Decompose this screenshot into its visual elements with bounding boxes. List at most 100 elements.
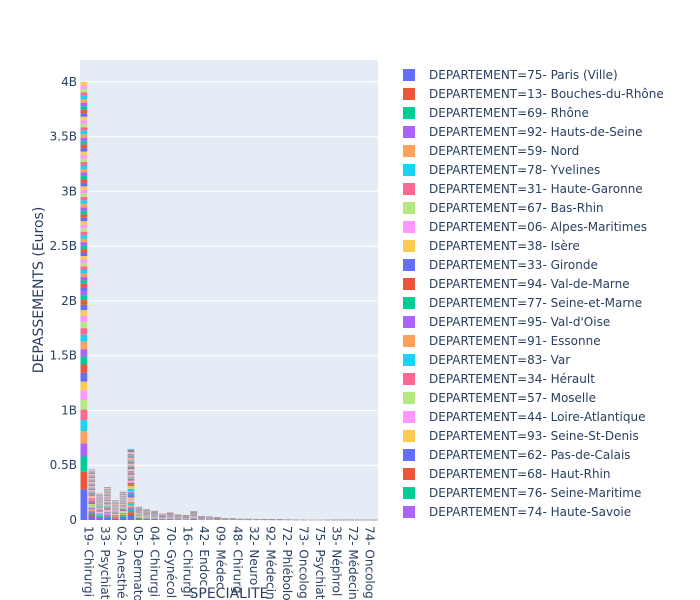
x-tick-label: 42- Endoc: [197, 526, 211, 586]
bar-segment: [80, 287, 88, 291]
legend-label[interactable]: DEPARTEMENT=69- Rhône: [429, 106, 589, 120]
legend-label[interactable]: DEPARTEMENT=74- Haute-Savoie: [429, 505, 631, 519]
legend-label[interactable]: DEPARTEMENT=77- Seine-et-Marne: [429, 296, 642, 310]
legend-label[interactable]: DEPARTEMENT=62- Pas-de-Calais: [429, 448, 631, 462]
bar-segment: [96, 512, 103, 513]
bar-segment: [88, 493, 96, 495]
bar-segment: [80, 92, 88, 96]
legend-swatch[interactable]: [403, 411, 415, 423]
legend-label[interactable]: DEPARTEMENT=93- Seine-St-Denis: [429, 429, 639, 443]
bar-segment: [127, 470, 135, 471]
bar-segment: [88, 494, 96, 496]
bar-segment: [127, 477, 135, 479]
bar-segment: [104, 506, 111, 507]
bar-segment: [80, 85, 88, 89]
legend-swatch[interactable]: [403, 449, 415, 461]
legend-swatch[interactable]: [403, 468, 415, 480]
legend-label[interactable]: DEPARTEMENT=94- Val-de-Marne: [429, 277, 630, 291]
x-tick-label: 75- Psychiat: [313, 526, 327, 600]
bar-segment: [80, 102, 88, 107]
bar-segment: [127, 509, 135, 513]
bar-segment: [80, 207, 88, 211]
bar-segment: [127, 479, 135, 480]
bar-segment: [135, 518, 143, 520]
legend-swatch[interactable]: [403, 259, 415, 271]
bar-segment: [127, 473, 135, 475]
bar-segment: [127, 505, 135, 508]
bar-segment: [96, 511, 103, 512]
legend-label[interactable]: DEPARTEMENT=78- Yvelines: [429, 163, 600, 177]
legend-label[interactable]: DEPARTEMENT=38- Isère: [429, 239, 580, 253]
bar-segment: [80, 235, 88, 239]
bar-segment: [104, 510, 111, 511]
bar-segment: [96, 517, 103, 519]
legend-label[interactable]: DEPARTEMENT=92- Hauts-de-Seine: [429, 125, 643, 139]
gridlines: [80, 81, 378, 466]
legend-swatch[interactable]: [403, 240, 415, 252]
legend-label[interactable]: DEPARTEMENT=91- Essonne: [429, 334, 601, 348]
legend[interactable]: DEPARTEMENT=75- Paris (Ville) DEPARTEMENT…: [403, 68, 664, 519]
legend-label[interactable]: DEPARTEMENT=76- Seine-Maritime: [429, 486, 641, 500]
bar-segment: [88, 516, 96, 520]
bar-segment: [80, 409, 88, 421]
legend-swatch[interactable]: [403, 373, 415, 385]
legend-swatch[interactable]: [403, 430, 415, 442]
bar-segment: [151, 519, 158, 520]
legend-swatch[interactable]: [403, 278, 415, 290]
legend-label[interactable]: DEPARTEMENT=44- Loire-Atlantique: [429, 410, 646, 424]
legend-label[interactable]: DEPARTEMENT=68- Haut-Rhin: [429, 467, 611, 481]
legend-swatch[interactable]: [403, 183, 415, 195]
bar-segment: [127, 465, 135, 466]
bar-segment: [127, 477, 135, 478]
bar-segment: [80, 420, 88, 432]
legend-swatch[interactable]: [403, 145, 415, 157]
bar-segment: [88, 506, 96, 508]
legend-label[interactable]: DEPARTEMENT=75- Paris (Ville): [429, 68, 618, 82]
bar-segment: [111, 515, 119, 517]
legend-swatch[interactable]: [403, 354, 415, 366]
bar-segment: [119, 509, 127, 510]
legend-swatch[interactable]: [403, 164, 415, 176]
x-tick-label: 74- Oncolog: [363, 526, 377, 599]
legend-label[interactable]: DEPARTEMENT=06- Alpes-Maritimes: [429, 220, 647, 234]
bar-segment: [119, 512, 127, 514]
legend-swatch[interactable]: [403, 506, 415, 518]
legend-label[interactable]: DEPARTEMENT=31- Haute-Garonne: [429, 182, 643, 196]
legend-swatch[interactable]: [403, 221, 415, 233]
legend-label[interactable]: DEPARTEMENT=83- Var: [429, 353, 570, 367]
bar-segment: [80, 116, 88, 121]
bar-segment: [80, 300, 88, 305]
legend-label[interactable]: DEPARTEMENT=95- Val-d'Oise: [429, 315, 610, 329]
bar-segment: [127, 512, 135, 516]
y-tick-label: 3.5B: [50, 130, 77, 144]
bar-segment: [127, 455, 135, 456]
legend-swatch[interactable]: [403, 202, 415, 214]
legend-label[interactable]: DEPARTEMENT=33- Gironde: [429, 258, 598, 272]
legend-swatch[interactable]: [403, 487, 415, 499]
bar-segment: [88, 495, 96, 497]
legend-label[interactable]: DEPARTEMENT=34- Hérault: [429, 372, 595, 386]
bar-segment: [80, 109, 88, 114]
bar-segment: [88, 494, 96, 495]
legend-label[interactable]: DEPARTEMENT=57- Moselle: [429, 391, 596, 405]
bar-segment: [119, 509, 127, 511]
legend-label[interactable]: DEPARTEMENT=59- Nord: [429, 144, 579, 158]
legend-swatch[interactable]: [403, 126, 415, 138]
legend-swatch[interactable]: [403, 69, 415, 81]
legend-label[interactable]: DEPARTEMENT=13- Bouches-du-Rhône: [429, 87, 664, 101]
bar-segment: [127, 469, 135, 471]
bar-segment: [127, 458, 135, 460]
legend-swatch[interactable]: [403, 316, 415, 328]
legend-label[interactable]: DEPARTEMENT=67- Bas-Rhin: [429, 201, 604, 215]
bar-segment: [80, 349, 88, 357]
bar-segment: [80, 137, 88, 142]
y-tick-label: 2.5B: [50, 239, 77, 253]
bar-segment: [127, 493, 135, 495]
legend-swatch[interactable]: [403, 392, 415, 404]
legend-swatch[interactable]: [403, 297, 415, 309]
y-tick-label: 1.5B: [50, 349, 77, 363]
legend-swatch[interactable]: [403, 88, 415, 100]
legend-swatch[interactable]: [403, 107, 415, 119]
bar-segment: [127, 484, 135, 486]
legend-swatch[interactable]: [403, 335, 415, 347]
